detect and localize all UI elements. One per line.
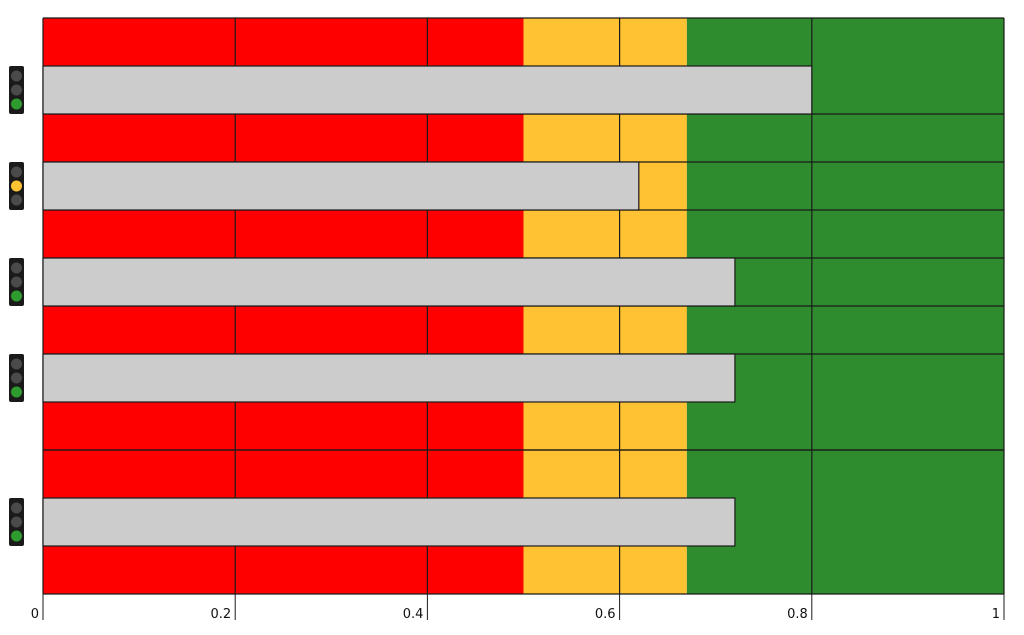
light-red-off (11, 358, 22, 370)
light-amber-off (11, 276, 22, 288)
light-red-off (11, 502, 22, 514)
light-green-on (11, 386, 22, 398)
light-amber-off (11, 516, 22, 528)
traffic-light-icon-3 (9, 258, 24, 306)
value-bar-3 (42, 257, 736, 307)
band-5-3 (686, 450, 1004, 594)
value-bar-2 (42, 161, 640, 211)
light-green-off (11, 194, 22, 206)
traffic-light-icon-2 (9, 162, 24, 210)
light-amber-on (11, 180, 22, 192)
band-4-3 (686, 306, 1004, 450)
light-red-off (11, 166, 22, 178)
light-amber-off (11, 372, 22, 384)
light-green-on (11, 98, 22, 110)
x-tick-label-5: 1 (992, 607, 1000, 622)
light-green-on (11, 290, 22, 302)
x-tick-label-3: 0.6 (595, 607, 616, 622)
x-axis: 0 0.2 0.4 0.6 0.8 1 (31, 594, 1005, 622)
traffic-light-icon-4 (9, 354, 24, 402)
x-tick-label-4: 0.8 (787, 607, 808, 622)
light-red-off (11, 262, 22, 274)
value-bar-5 (42, 497, 736, 547)
value-bars (42, 65, 813, 547)
light-green-on (11, 530, 22, 542)
value-bar-4 (42, 353, 736, 403)
traffic-light-icon-1 (9, 66, 24, 114)
x-tick-label-2: 0.4 (403, 607, 424, 622)
light-red-off (11, 70, 22, 82)
light-amber-off (11, 84, 22, 96)
x-tick-label-1: 0.2 (211, 607, 232, 622)
traffic-light-icon-5 (9, 498, 24, 546)
traffic-lights (9, 66, 24, 546)
value-bar-1 (42, 65, 813, 115)
x-tick-label-0: 0 (31, 607, 39, 622)
